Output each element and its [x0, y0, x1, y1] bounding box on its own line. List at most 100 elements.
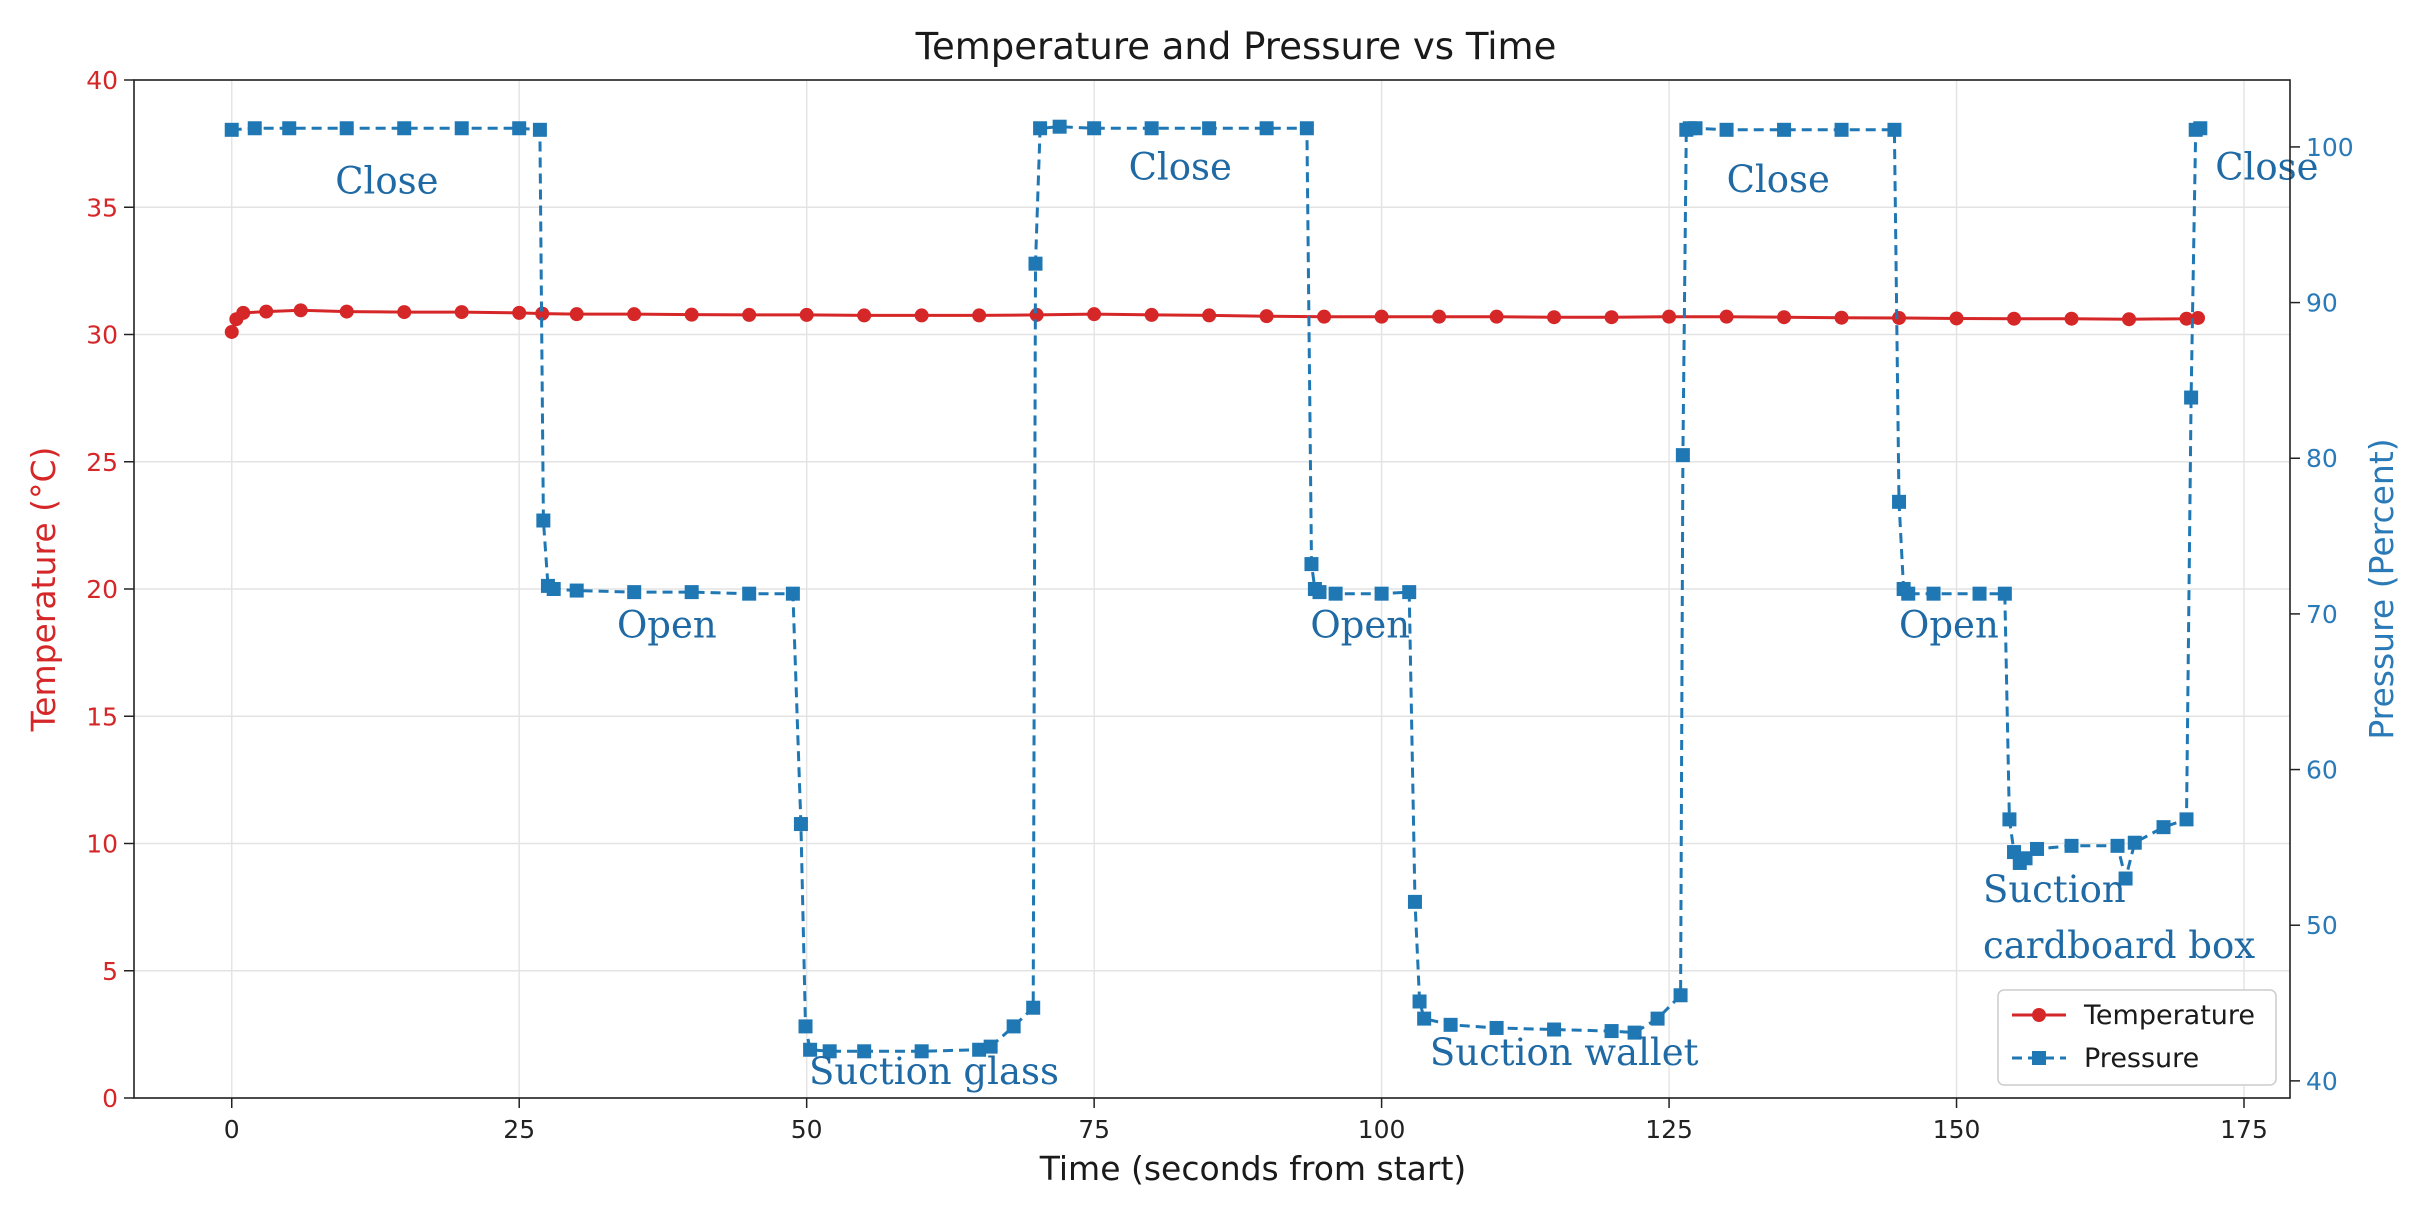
- pressure-point: [2002, 812, 2017, 827]
- annotation-label: Close: [2215, 145, 2318, 188]
- temperature-point: [1662, 309, 1677, 324]
- pressure-point: [1312, 585, 1327, 600]
- annotation-label: cardboard box: [1983, 924, 2255, 967]
- right-y-tick-label: 70: [2306, 600, 2338, 629]
- pressure-point: [742, 586, 757, 601]
- pressure-point: [2007, 845, 2022, 860]
- pressure-point: [1259, 121, 1274, 136]
- chart-title: Temperature and Pressure vs Time: [915, 25, 1557, 68]
- pressure-point: [1087, 121, 1102, 136]
- temperature-point: [742, 307, 757, 322]
- temperature-line: [230, 308, 2199, 333]
- pressure-point: [454, 121, 469, 136]
- pressure-point: [1650, 1011, 1665, 1026]
- pressure-point: [2030, 841, 2045, 856]
- pressure-point: [1407, 894, 1422, 909]
- x-axis-label: Time (seconds from start): [1039, 1149, 1467, 1188]
- pressure-point: [1328, 586, 1343, 601]
- temperature-point: [1489, 309, 1504, 324]
- temperature-point: [454, 305, 469, 320]
- pressure-point: [1443, 1017, 1458, 1032]
- x-tick-label: 50: [791, 1115, 823, 1144]
- temperature-point: [1087, 307, 1102, 322]
- temperature-point: [512, 305, 527, 320]
- temperature-point: [1604, 310, 1619, 325]
- pressure-point: [282, 121, 297, 136]
- x-tick-label: 75: [1078, 1115, 1110, 1144]
- temperature-point: [1202, 308, 1217, 323]
- temperature-point: [259, 304, 274, 319]
- temperature-point: [1259, 309, 1274, 324]
- temperature-point: [2191, 310, 2206, 325]
- pressure-point: [1547, 1022, 1562, 1037]
- pressure-point: [1417, 1011, 1432, 1026]
- temperature-point: [535, 306, 550, 321]
- pressure-point: [972, 1042, 987, 1057]
- pressure-point: [1673, 988, 1688, 1003]
- left-y-tick-label: 20: [86, 575, 118, 604]
- pressure-point: [1688, 121, 1703, 136]
- pressure-point: [627, 585, 642, 600]
- pressure-point: [1719, 122, 1734, 137]
- left-y-tick-label: 25: [86, 448, 118, 477]
- pressure-point: [798, 1019, 813, 1034]
- pressure-point: [1026, 1000, 1041, 1015]
- x-tick-label: 125: [1645, 1115, 1693, 1144]
- temperature-point: [2179, 311, 2194, 326]
- annotation-label: Close: [335, 159, 438, 202]
- pressure-point: [1033, 121, 1048, 136]
- pressure-point: [1489, 1020, 1504, 1035]
- pressure-point: [2184, 390, 2199, 405]
- temperature-point: [2064, 311, 2079, 326]
- x-tick-label: 0: [224, 1115, 240, 1144]
- right-y-tick-label: 90: [2306, 289, 2338, 318]
- temperature-point: [857, 308, 872, 323]
- pressure-point: [1006, 1019, 1021, 1034]
- pressure-point: [2179, 812, 2194, 827]
- series-layer: [224, 119, 2208, 1059]
- pressure-point: [1304, 557, 1319, 572]
- x-tick-label: 25: [503, 1115, 535, 1144]
- x-tick-label: 150: [1933, 1115, 1981, 1144]
- pressure-point: [1926, 586, 1941, 601]
- pressure-point: [2018, 851, 2033, 866]
- annotation-layer: Close Open Suction glass Close Open Suction w…: [335, 145, 2318, 1093]
- temperature-point: [236, 305, 251, 320]
- temperature-point: [627, 307, 642, 322]
- temperature-point: [972, 308, 987, 323]
- legend-pressure-label: Pressure: [2084, 1043, 2199, 1074]
- pressure-point: [914, 1044, 929, 1059]
- temperature-point: [1892, 310, 1907, 325]
- annotation-label: Suction glass: [809, 1050, 1059, 1093]
- temperature-point: [1547, 310, 1562, 325]
- x-axis: 0 25 50 75 100 125 150 175: [224, 1098, 2268, 1144]
- pressure-point: [793, 817, 808, 832]
- pressure-point: [1412, 994, 1427, 1009]
- pressure-point: [1892, 494, 1907, 509]
- temperature-point: [1777, 310, 1792, 325]
- pressure-point: [247, 121, 262, 136]
- pressure-point: [512, 121, 527, 136]
- left-y-tick-label: 15: [86, 702, 118, 731]
- temperature-point: [2122, 312, 2137, 327]
- left-y-tick-label: 30: [86, 321, 118, 350]
- pressure-point: [2064, 838, 2079, 853]
- right-y-axis: 40 50 60 70 80 90 100: [2290, 133, 2354, 1096]
- legend-temperature-marker: [2032, 1008, 2046, 1022]
- pressure-point: [2156, 820, 2171, 835]
- legend-box: [1997, 989, 2277, 1086]
- temperature-point: [339, 304, 354, 319]
- left-y-axis-label: Temperature (°C): [24, 447, 63, 733]
- pressure-point: [803, 1042, 818, 1057]
- x-tick-label: 100: [1358, 1115, 1406, 1144]
- temperature-point: [1834, 310, 1849, 325]
- temperature-point: [1144, 307, 1159, 322]
- temperature-point: [1029, 307, 1044, 322]
- temperature-point: [569, 307, 584, 322]
- left-y-tick-label: 5: [102, 957, 118, 986]
- pressure-point: [1901, 586, 1916, 601]
- pressure-point: [983, 1039, 998, 1054]
- left-y-tick-label: 35: [86, 193, 118, 222]
- x-tick-label: 175: [2220, 1115, 2268, 1144]
